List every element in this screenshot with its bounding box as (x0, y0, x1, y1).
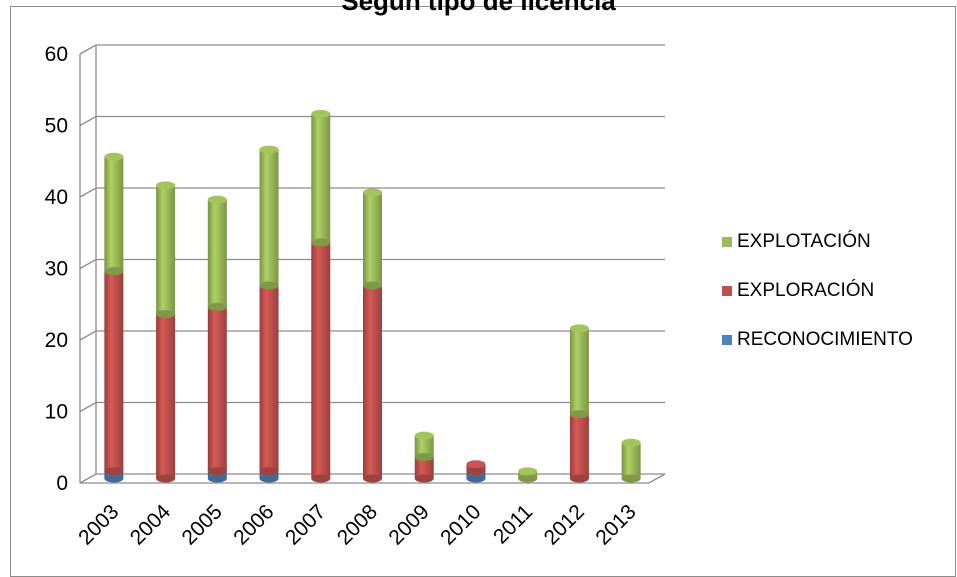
bar-base-2003-0 (104, 474, 124, 483)
bar-2003-exploración (104, 271, 124, 472)
bar-column-2007 (311, 109, 331, 483)
bar-base-2009-2 (414, 453, 434, 462)
legend-label: EXPLORACIÓN (737, 279, 874, 301)
bar-cap-2012-2 (569, 324, 589, 333)
grid-layer (79, 44, 666, 484)
bar-column-2006 (259, 145, 279, 483)
gridline-10 (79, 401, 665, 413)
bar-2007-exploración (311, 242, 331, 479)
gridline-30 (79, 258, 665, 270)
y-tick-label: 50 (45, 115, 68, 138)
bar-base-2007-2 (311, 238, 331, 247)
gridline-40 (79, 187, 665, 198)
bar-base-2004-1 (156, 474, 176, 483)
legend: EXPLOTACIÓN EXPLORACIÓN RECONOCIMIENTO (722, 230, 913, 350)
y-tick-label: 0 (56, 472, 68, 495)
bar-2012-explotación (569, 328, 589, 415)
x-tick-label: 2010 (436, 500, 485, 549)
bar-base-2009-1 (414, 474, 434, 483)
bar-2006-explotación (259, 149, 279, 286)
bar-2013-explotación (621, 442, 641, 479)
bar-cap-2005-2 (207, 195, 227, 204)
legend-label: RECONOCIMIENTO (737, 329, 913, 350)
y-tick-label: 20 (45, 329, 68, 352)
x-tick-label: 2013 (591, 500, 640, 549)
y-tick-label: 40 (45, 186, 68, 209)
bar-cap-2004-2 (156, 181, 176, 190)
chart-title: Según tipo de licencia (341, 0, 616, 16)
bar-2005-explotación (207, 199, 227, 307)
gridline-60 (79, 44, 665, 55)
x-tick-label: 2003 (74, 500, 123, 549)
x-tick-label: 2012 (540, 500, 589, 549)
bar-2009-explotación (414, 435, 434, 458)
bar-column-2008 (363, 188, 382, 483)
bar-base-2008-1 (363, 474, 382, 483)
y-tick-label: 10 (45, 401, 68, 424)
bar-base-2011-2 (518, 474, 538, 483)
x-tick-label: 2006 (229, 500, 278, 549)
bar-base-2003-2 (104, 267, 124, 276)
bar-2003-explotación (104, 156, 124, 272)
x-tick-label: 2007 (281, 500, 330, 549)
gridline-20 (79, 330, 665, 341)
gridline-50 (79, 115, 665, 127)
bar-cap-2007-2 (311, 109, 331, 118)
bar-base-2010-0 (466, 474, 486, 483)
bar-base-2013-2 (621, 474, 641, 483)
bar-column-2011 (518, 467, 538, 483)
floor-edge (80, 473, 666, 484)
bar-base-2007-1 (311, 474, 331, 483)
bar-base-2010-1 (466, 467, 486, 476)
bar-2009-exploración (414, 457, 434, 479)
bar-2008-explotación (363, 192, 382, 286)
bar-column-2012 (569, 324, 589, 483)
bar-column-2005 (207, 195, 227, 483)
bar-base-2006-1 (259, 467, 279, 476)
legend-swatch-reconocimiento (722, 335, 732, 345)
bar-cap-2010-1 (466, 460, 486, 469)
bar-cap-2013-2 (621, 438, 641, 447)
bar-base-2006-0 (259, 474, 279, 483)
bar-base-2005-2 (207, 302, 227, 311)
bar-column-2004 (156, 181, 176, 483)
bar-base-2006-2 (259, 281, 279, 290)
bar-base-2005-0 (207, 474, 227, 483)
bar-cap-2008-2 (363, 188, 382, 197)
x-tick-label: 2004 (126, 500, 176, 550)
x-tick-label: 2009 (384, 500, 433, 549)
legend-swatch-explotación (722, 237, 732, 247)
legend-swatch-exploración (722, 286, 732, 296)
y-tick-label: 60 (45, 43, 68, 66)
bar-column-2010 (466, 460, 486, 483)
bar-2012-exploración (569, 414, 589, 479)
bar-2006-exploración (259, 285, 279, 472)
bar-cap-2003-2 (104, 152, 124, 161)
bar-base-2004-2 (156, 310, 176, 319)
bars-layer (104, 109, 641, 483)
bar-cap-2006-2 (259, 145, 279, 154)
bar-cap-2009-2 (414, 431, 434, 440)
bar-base-2012-2 (569, 410, 589, 419)
bar-2008-exploración (363, 285, 382, 479)
y-tick-label: 30 (45, 258, 68, 281)
bar-base-2005-1 (207, 467, 227, 476)
bar-base-2008-2 (363, 281, 382, 290)
legend-label: EXPLOTACIÓN (737, 230, 871, 252)
bar-2004-explotación (156, 185, 176, 315)
bar-2005-exploración (207, 306, 227, 472)
bar-cap-2011-2 (518, 467, 538, 476)
bar-column-2009 (414, 431, 434, 483)
bar-column-2013 (621, 438, 641, 483)
bar-base-2003-1 (104, 467, 124, 476)
x-tick-label: 2005 (178, 500, 227, 549)
x-tick-label: 2008 (333, 500, 382, 549)
bar-column-2003 (104, 152, 124, 483)
x-tick-label: 2011 (489, 500, 537, 548)
bar-2004-exploración (156, 314, 176, 479)
bar-base-2012-1 (569, 474, 589, 483)
bar-2007-explotación (311, 113, 331, 243)
